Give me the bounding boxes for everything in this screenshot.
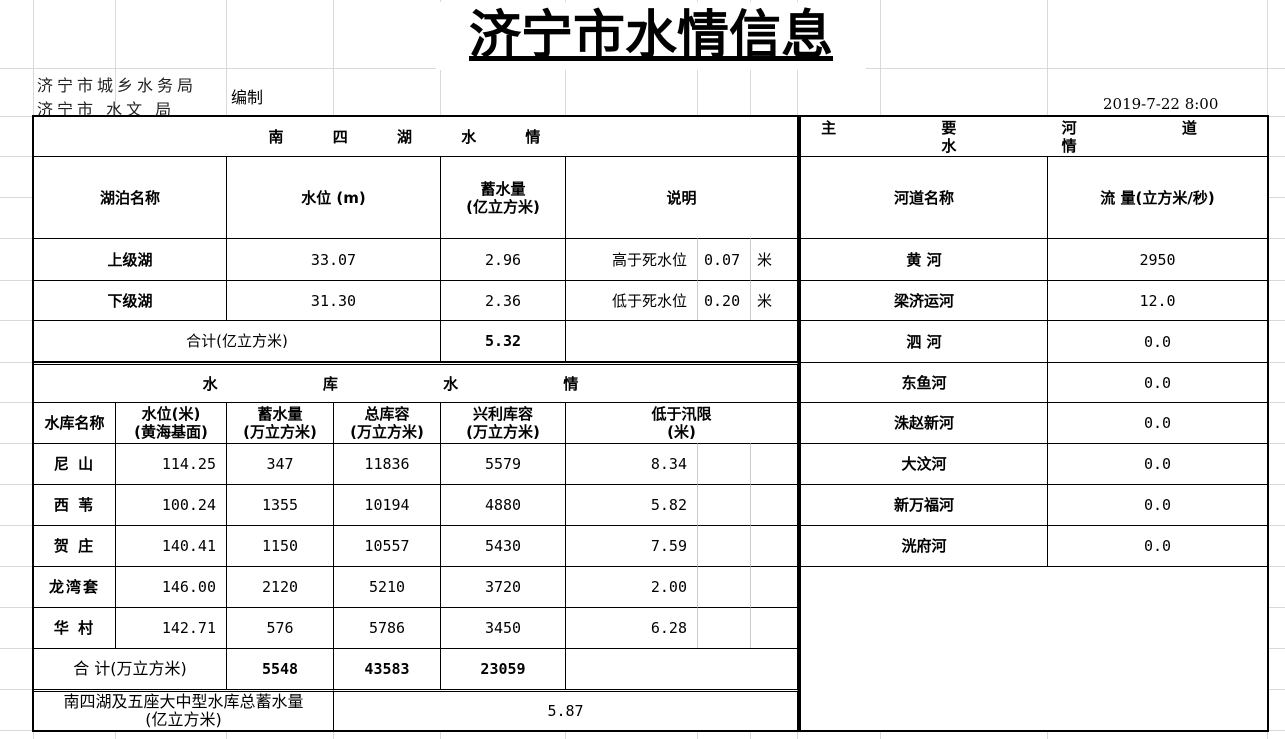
- res-cell-useful-cap: 3450: [440, 607, 566, 649]
- river-cell-name: 洸府河: [800, 525, 1048, 567]
- river-cell-flow: 0.0: [1047, 320, 1268, 363]
- river-cell-name: 洙赵新河: [800, 402, 1048, 444]
- river-cell-flow: 0.0: [1047, 525, 1268, 567]
- river-cell-flow: 0.0: [1047, 362, 1268, 403]
- river-cell-flow: 0.0: [1047, 443, 1268, 485]
- page-title: 济宁市水情信息: [436, 2, 866, 70]
- river-cell-flow: 12.0: [1047, 280, 1268, 321]
- res-cell-total-cap: 11836: [333, 443, 441, 485]
- lake-section-title: 南 四 湖 水 情: [33, 116, 798, 157]
- lake-header-note: 说明: [565, 156, 798, 239]
- res-cell-name: 华 村: [33, 607, 116, 649]
- river-section-title: 主 要 河 道 水 情: [800, 116, 1268, 157]
- river-cell-name: 大汶河: [800, 443, 1048, 485]
- res-header-level: 水位(米) (黄海基面): [115, 402, 227, 444]
- lake-row-unit: 米: [750, 238, 798, 281]
- res-total-blank: [565, 648, 798, 690]
- res-cell-level: 140.41: [115, 525, 227, 567]
- res-cell-name: 西 苇: [33, 484, 116, 526]
- org-line-1: 济宁市城乡水务局: [37, 76, 198, 95]
- res-header-storage: 蓄水量 (万立方米): [226, 402, 334, 444]
- res-cell-below-limit: 7.59: [565, 525, 698, 567]
- res-cell-total-cap: 10557: [333, 525, 441, 567]
- res-cell-storage: 2120: [226, 566, 334, 608]
- res-total-label: 合 计(万立方米): [33, 648, 227, 690]
- res-cell-name: 贺 庄: [33, 525, 116, 567]
- grand-total-value: 5.87: [333, 689, 798, 731]
- res-cell-below-limit: 2.00: [565, 566, 698, 608]
- lake-total-value: 5.32: [440, 320, 566, 362]
- lake-header-storage: 蓄水量 (亿立方米): [440, 156, 566, 239]
- lake-row-name: 下级湖: [33, 280, 227, 321]
- res-header-below-limit: 低于汛限 (米): [565, 402, 798, 444]
- lake-row-storage: 2.96: [440, 238, 566, 281]
- res-cell-storage: 1355: [226, 484, 334, 526]
- lake-row-note: 低于死水位: [565, 280, 698, 321]
- reservoir-section-title: 水 库 水 情: [33, 362, 798, 403]
- res-cell-name: 龙湾套: [33, 566, 116, 608]
- res-cell-useful-cap: 5579: [440, 443, 566, 485]
- river-header-name: 河道名称: [800, 156, 1048, 239]
- river-cell-name: 东鱼河: [800, 362, 1048, 403]
- res-cell-blank: [697, 566, 751, 608]
- river-cell-flow: 2950: [1047, 238, 1268, 281]
- res-cell-below-limit: 6.28: [565, 607, 698, 649]
- river-cell-name: 泗 河: [800, 320, 1048, 363]
- res-cell-useful-cap: 5430: [440, 525, 566, 567]
- river-blank-area: [800, 566, 1268, 731]
- res-cell-level: 142.71: [115, 607, 227, 649]
- report-date: 2019-7-22 8:00: [1103, 95, 1219, 113]
- res-cell-blank: [750, 443, 798, 485]
- res-total-useful-cap: 23059: [440, 648, 566, 690]
- lake-row-level: 31.30: [226, 280, 441, 321]
- res-cell-blank: [750, 484, 798, 526]
- res-cell-total-cap: 10194: [333, 484, 441, 526]
- res-cell-useful-cap: 3720: [440, 566, 566, 608]
- res-header-name: 水库名称: [33, 402, 116, 444]
- lake-row-level: 33.07: [226, 238, 441, 281]
- res-cell-total-cap: 5210: [333, 566, 441, 608]
- lake-row-diff: 0.20: [697, 280, 751, 321]
- lake-row-storage: 2.36: [440, 280, 566, 321]
- river-header-flow: 流 量(立方米/秒): [1047, 156, 1268, 239]
- lake-total-blank: [565, 320, 798, 362]
- lake-header-name: 湖泊名称: [33, 156, 227, 239]
- res-cell-blank: [697, 525, 751, 567]
- res-cell-storage: 1150: [226, 525, 334, 567]
- lake-row-unit: 米: [750, 280, 798, 321]
- res-cell-useful-cap: 4880: [440, 484, 566, 526]
- river-cell-name: 新万福河: [800, 484, 1048, 526]
- river-cell-flow: 0.0: [1047, 402, 1268, 444]
- lake-total-label: 合计(亿立方米): [33, 320, 441, 362]
- lake-row-name: 上级湖: [33, 238, 227, 281]
- res-cell-blank: [750, 607, 798, 649]
- res-cell-storage: 347: [226, 443, 334, 485]
- lake-row-diff: 0.07: [697, 238, 751, 281]
- res-total-storage: 5548: [226, 648, 334, 690]
- res-total-total-cap: 43583: [333, 648, 441, 690]
- res-cell-below-limit: 5.82: [565, 484, 698, 526]
- res-cell-level: 114.25: [115, 443, 227, 485]
- res-header-total-cap: 总库容 (万立方米): [333, 402, 441, 444]
- res-cell-blank: [697, 443, 751, 485]
- res-cell-level: 100.24: [115, 484, 227, 526]
- lake-row-note: 高于死水位: [565, 238, 698, 281]
- res-cell-blank: [697, 607, 751, 649]
- res-cell-blank: [750, 525, 798, 567]
- river-cell-name: 黄 河: [800, 238, 1048, 281]
- res-cell-total-cap: 5786: [333, 607, 441, 649]
- org-line-2: 济宁市 水文 局: [37, 100, 176, 119]
- lake-header-level: 水位 (m): [226, 156, 441, 239]
- res-cell-name: 尼 山: [33, 443, 116, 485]
- res-cell-below-limit: 8.34: [565, 443, 698, 485]
- res-cell-blank: [697, 484, 751, 526]
- river-cell-name: 梁济运河: [800, 280, 1048, 321]
- res-cell-storage: 576: [226, 607, 334, 649]
- res-cell-blank: [750, 566, 798, 608]
- river-cell-flow: 0.0: [1047, 484, 1268, 526]
- res-cell-level: 146.00: [115, 566, 227, 608]
- compiled-label: 编制: [231, 88, 264, 107]
- res-header-useful-cap: 兴利库容 (万立方米): [440, 402, 566, 444]
- grand-total-label: 南四湖及五座大中型水库总蓄水量 (亿立方米): [33, 689, 334, 731]
